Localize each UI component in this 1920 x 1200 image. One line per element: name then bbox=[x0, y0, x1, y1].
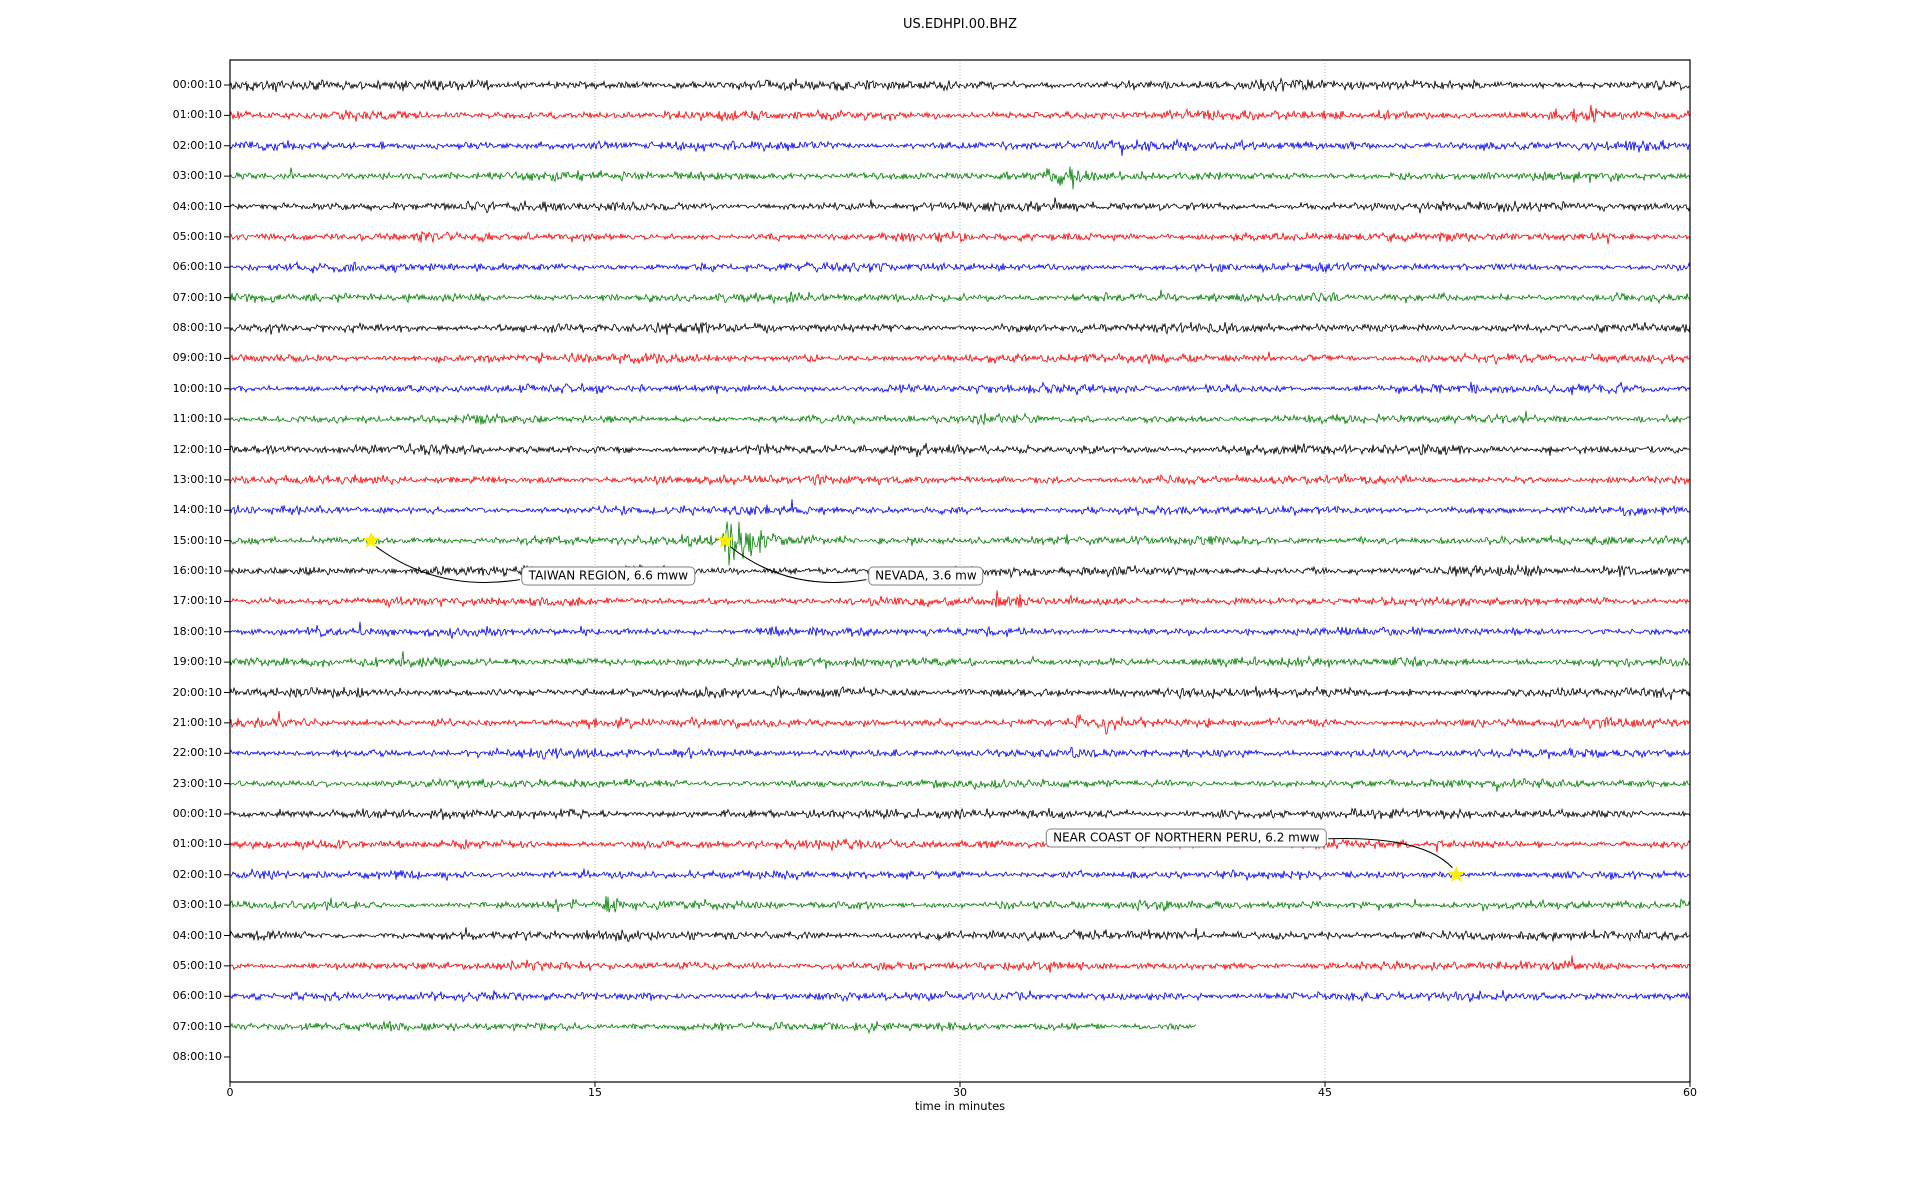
seismogram-trace bbox=[229, 104, 1691, 124]
seismogram-trace bbox=[229, 289, 1691, 305]
y-axis-label: 20:00:10 bbox=[172, 685, 222, 699]
event-connector bbox=[1328, 837, 1453, 869]
y-axis-label: 04:00:10 bbox=[172, 199, 222, 213]
seismogram-trace bbox=[229, 590, 1691, 609]
y-axis-label: 09:00:10 bbox=[172, 351, 222, 365]
seismogram-trace bbox=[229, 138, 1691, 157]
y-axis-label: 07:00:10 bbox=[172, 1019, 222, 1033]
y-axis-label: 15:00:10 bbox=[172, 533, 222, 547]
seismogram-trace bbox=[229, 836, 1691, 853]
event-star-icon bbox=[1447, 865, 1465, 882]
seismogram-trace bbox=[229, 621, 1691, 639]
event-annotation: TAIWAN REGION, 6.6 mww bbox=[521, 566, 696, 586]
event-connector bbox=[375, 546, 520, 584]
event-connector bbox=[729, 546, 867, 584]
seismogram-trace bbox=[229, 230, 1691, 245]
seismogram-trace bbox=[229, 685, 1691, 701]
y-axis-label: 07:00:10 bbox=[172, 290, 222, 304]
event-star-icon bbox=[716, 531, 734, 548]
y-axis-label: 18:00:10 bbox=[172, 624, 222, 638]
seismogram-trace bbox=[229, 321, 1691, 335]
y-axis-label: 04:00:10 bbox=[172, 928, 222, 942]
y-axis-label: 23:00:10 bbox=[172, 776, 222, 790]
seismogram-trace bbox=[229, 777, 1691, 792]
y-axis-label: 01:00:10 bbox=[172, 837, 222, 851]
y-axis-label: 21:00:10 bbox=[172, 715, 222, 729]
seismogram-trace bbox=[229, 166, 1691, 190]
x-axis-tick-label: 0 bbox=[226, 1086, 234, 1099]
seismogram-trace bbox=[229, 77, 1691, 93]
x-axis-tick-label: 30 bbox=[953, 1086, 967, 1099]
y-axis-label: 08:00:10 bbox=[172, 321, 222, 334]
y-axis-label: 12:00:10 bbox=[172, 442, 222, 456]
seismogram-trace bbox=[229, 651, 1691, 670]
x-axis-tick-label: 15 bbox=[588, 1086, 602, 1099]
y-axis-label: 05:00:10 bbox=[172, 229, 222, 243]
y-axis-label: 10:00:10 bbox=[172, 381, 222, 395]
seismogram-trace bbox=[229, 989, 1691, 1003]
y-axis-label: 02:00:10 bbox=[172, 867, 222, 881]
y-axis-label: 03:00:10 bbox=[172, 898, 222, 912]
y-axis-label: 22:00:10 bbox=[172, 746, 222, 760]
y-axis-label: 11:00:10 bbox=[172, 412, 222, 426]
seismogram-trace bbox=[229, 473, 1691, 487]
y-axis-label: 19:00:10 bbox=[172, 655, 222, 669]
x-axis-title: time in minutes bbox=[914, 1099, 1006, 1113]
y-axis-label: 14:00:10 bbox=[172, 503, 222, 517]
y-axis-label: 01:00:10 bbox=[172, 108, 222, 122]
seismogram-trace bbox=[229, 867, 1691, 882]
seismogram-trace bbox=[229, 260, 1691, 274]
seismogram-trace bbox=[229, 521, 1691, 566]
y-axis-label: 16:00:10 bbox=[172, 564, 222, 577]
seismogram-trace bbox=[229, 896, 1691, 913]
y-axis-label: 08:00:10 bbox=[172, 1050, 222, 1063]
seismogram-trace bbox=[229, 807, 1691, 821]
seismogram-trace bbox=[229, 499, 1691, 517]
event-annotation: NEVADA, 3.6 mw bbox=[868, 566, 984, 586]
seismogram-trace bbox=[229, 711, 1691, 735]
event-star-icon bbox=[362, 531, 380, 548]
y-axis-label: 13:00:10 bbox=[172, 472, 222, 486]
y-axis-label: 03:00:10 bbox=[172, 169, 222, 183]
x-axis-tick-label: 45 bbox=[1318, 1086, 1332, 1099]
y-axis-label: 17:00:10 bbox=[172, 594, 222, 608]
x-axis-tick-label: 60 bbox=[1683, 1086, 1697, 1099]
event-annotation: NEAR COAST OF NORTHERN PERU, 6.2 mww bbox=[1046, 828, 1327, 848]
seismogram-trace bbox=[229, 351, 1691, 366]
seismogram-trace bbox=[229, 1020, 1197, 1035]
seismogram-trace bbox=[229, 927, 1691, 943]
y-axis-label: 06:00:10 bbox=[172, 260, 222, 274]
y-axis-label: 02:00:10 bbox=[172, 138, 222, 152]
seismogram-trace bbox=[229, 410, 1691, 426]
y-axis-label: 05:00:10 bbox=[172, 958, 222, 972]
y-axis-label: 00:00:10 bbox=[172, 807, 222, 820]
seismogram-trace bbox=[229, 197, 1691, 214]
seismogram-trace bbox=[229, 746, 1691, 760]
seismogram-trace bbox=[229, 443, 1691, 458]
chart-title: US.EDHPI.00.BHZ bbox=[903, 17, 1017, 32]
seismogram-trace bbox=[229, 381, 1691, 396]
y-axis-label: 00:00:10 bbox=[172, 78, 222, 91]
y-axis-label: 06:00:10 bbox=[172, 989, 222, 1003]
seismogram-trace bbox=[229, 955, 1691, 973]
